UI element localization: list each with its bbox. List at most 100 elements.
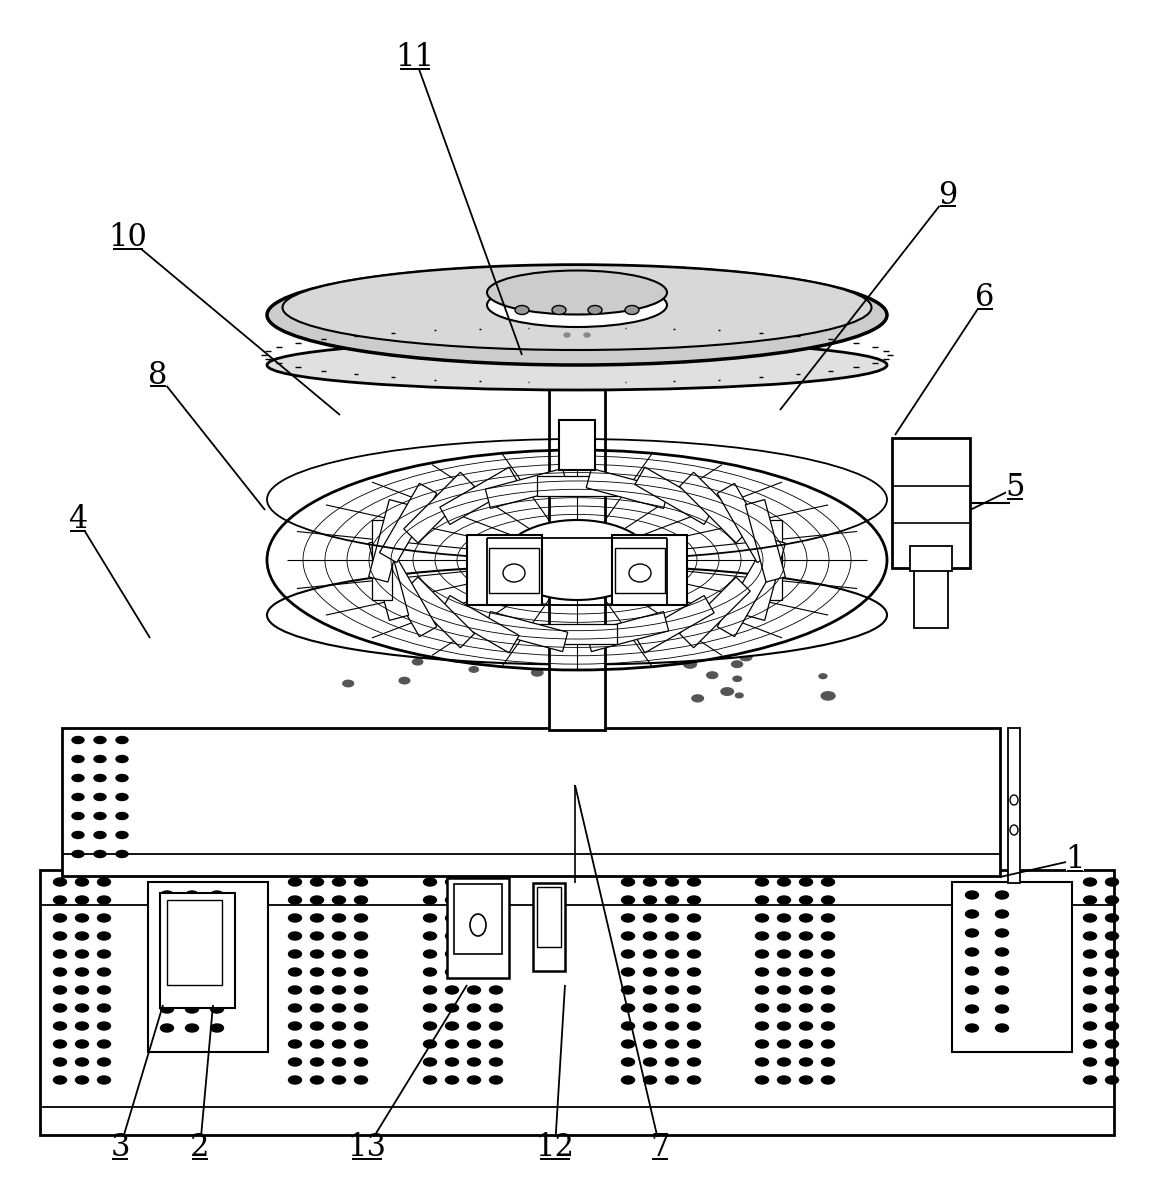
Ellipse shape [966, 967, 979, 975]
Ellipse shape [424, 896, 436, 904]
Ellipse shape [778, 932, 790, 940]
Ellipse shape [354, 1040, 367, 1047]
Ellipse shape [332, 1076, 345, 1084]
Ellipse shape [622, 932, 635, 940]
Ellipse shape [622, 1040, 635, 1047]
Ellipse shape [756, 1004, 769, 1013]
Ellipse shape [489, 986, 502, 995]
Ellipse shape [186, 948, 198, 956]
Ellipse shape [467, 1040, 480, 1047]
Ellipse shape [412, 659, 422, 665]
Ellipse shape [815, 639, 826, 645]
Bar [651, 1137, 669, 1159]
Ellipse shape [97, 896, 111, 904]
Ellipse shape [1084, 896, 1096, 904]
Bar [533, 883, 565, 970]
Ellipse shape [467, 878, 480, 886]
Bar [1006, 477, 1024, 498]
Ellipse shape [1084, 878, 1096, 886]
Ellipse shape [75, 932, 89, 940]
Ellipse shape [644, 1076, 657, 1084]
Ellipse shape [332, 1040, 345, 1047]
Ellipse shape [93, 832, 106, 838]
Ellipse shape [800, 878, 812, 886]
Ellipse shape [800, 1022, 812, 1029]
Ellipse shape [502, 520, 652, 600]
Bar [192, 1137, 209, 1159]
Ellipse shape [570, 672, 584, 680]
Ellipse shape [210, 1005, 224, 1013]
Ellipse shape [424, 1040, 436, 1047]
Text: 6: 6 [975, 283, 995, 313]
Ellipse shape [210, 910, 224, 917]
Ellipse shape [478, 645, 487, 650]
Ellipse shape [93, 813, 106, 820]
Ellipse shape [622, 968, 635, 976]
Ellipse shape [186, 910, 198, 917]
Ellipse shape [451, 656, 462, 662]
Ellipse shape [966, 1005, 979, 1013]
Ellipse shape [557, 648, 571, 656]
Ellipse shape [53, 914, 67, 922]
Bar [489, 548, 539, 594]
Ellipse shape [622, 1058, 635, 1066]
Ellipse shape [117, 813, 128, 820]
Ellipse shape [800, 896, 812, 904]
Ellipse shape [966, 910, 979, 917]
Bar [351, 1137, 383, 1159]
Bar [1007, 728, 1020, 883]
Ellipse shape [332, 932, 345, 940]
Ellipse shape [445, 1040, 458, 1047]
Ellipse shape [186, 986, 198, 995]
Text: 5: 5 [1005, 472, 1025, 503]
FancyBboxPatch shape [586, 468, 668, 508]
Ellipse shape [97, 1076, 111, 1084]
Ellipse shape [53, 896, 67, 904]
Ellipse shape [622, 878, 635, 886]
Ellipse shape [996, 986, 1009, 995]
Ellipse shape [721, 687, 734, 696]
Ellipse shape [822, 1022, 834, 1029]
Ellipse shape [822, 1076, 834, 1084]
Text: 4: 4 [68, 504, 88, 536]
Ellipse shape [822, 932, 834, 940]
Ellipse shape [424, 1022, 436, 1029]
Ellipse shape [424, 950, 436, 958]
Ellipse shape [354, 896, 367, 904]
Ellipse shape [996, 967, 1009, 975]
Ellipse shape [75, 1004, 89, 1013]
Bar [911, 545, 952, 571]
Ellipse shape [288, 1022, 301, 1029]
Ellipse shape [1106, 1058, 1118, 1066]
Ellipse shape [733, 677, 742, 681]
Ellipse shape [288, 1058, 301, 1066]
Ellipse shape [288, 950, 301, 958]
Ellipse shape [445, 1022, 458, 1029]
FancyBboxPatch shape [486, 468, 568, 508]
Ellipse shape [996, 1005, 1009, 1013]
Text: 7: 7 [651, 1133, 669, 1163]
Ellipse shape [1084, 986, 1096, 995]
Ellipse shape [288, 986, 301, 995]
FancyBboxPatch shape [718, 483, 774, 562]
FancyBboxPatch shape [404, 577, 474, 648]
Ellipse shape [310, 986, 323, 995]
Ellipse shape [75, 986, 89, 995]
Ellipse shape [445, 1058, 458, 1066]
Text: 11: 11 [396, 42, 435, 73]
Ellipse shape [186, 1005, 198, 1013]
Ellipse shape [666, 1004, 679, 1013]
Ellipse shape [117, 737, 128, 744]
Ellipse shape [688, 1076, 700, 1084]
Ellipse shape [467, 1076, 480, 1084]
Text: 12: 12 [535, 1133, 575, 1163]
Ellipse shape [445, 1004, 458, 1013]
Ellipse shape [800, 1040, 812, 1047]
Ellipse shape [688, 896, 700, 904]
Ellipse shape [996, 929, 1009, 937]
Ellipse shape [445, 968, 458, 976]
Ellipse shape [467, 1058, 480, 1066]
Bar [69, 509, 87, 531]
Ellipse shape [572, 627, 583, 633]
Ellipse shape [310, 914, 323, 922]
